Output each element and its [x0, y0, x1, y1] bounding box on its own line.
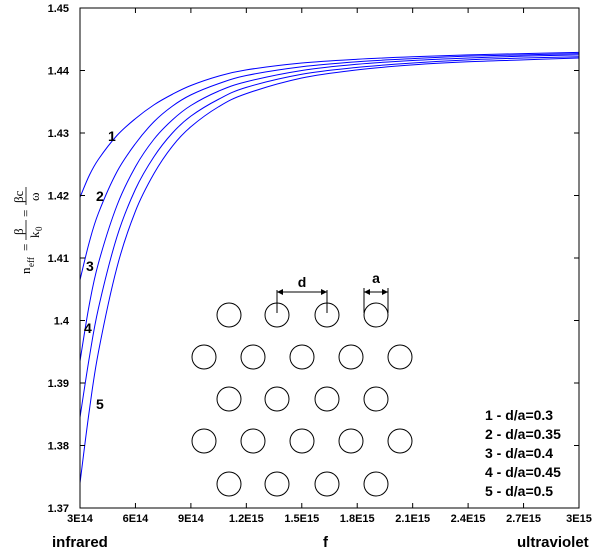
x-tick-label: 2.7E15 [506, 513, 541, 525]
ylabel-eq1: = [18, 244, 33, 251]
lattice-hole [240, 428, 266, 454]
curve-labels: 1 2 3 4 5 [84, 128, 116, 412]
curve-label-1: 1 [108, 128, 116, 144]
lattice-hole [314, 471, 340, 497]
y-tick-label: 1.42 [48, 191, 69, 203]
dim-a-arrow-right [382, 289, 388, 295]
lattice-hole [338, 344, 364, 370]
lattice-hole [191, 428, 217, 454]
lattice-hole [387, 428, 413, 454]
x-tick-label: 1.8E15 [340, 513, 375, 525]
y-tick-label: 1.37 [48, 503, 69, 515]
lattice-hole [289, 428, 315, 454]
x-right-label: ultraviolet [517, 534, 589, 551]
lattice-hole [264, 386, 290, 412]
x-tick-label: 3E14 [67, 513, 94, 525]
curve-label-5: 5 [96, 396, 104, 412]
ylabel-n: n [18, 267, 33, 274]
dim-d-arrow-left [277, 289, 283, 295]
ylabel-n-sub: eff [26, 257, 36, 267]
y-tick-label: 1.4 [54, 316, 70, 328]
lattice-hole [240, 344, 266, 370]
legend-entry-5: 5 - d/a=0.5 [485, 483, 553, 499]
y-tick-label: 1.43 [48, 128, 69, 140]
x-tick-label: 1.5E15 [284, 513, 319, 525]
lattice-hole [314, 386, 340, 412]
series-line-4 [79, 56, 580, 418]
series-line-5 [79, 57, 580, 484]
x-left-label: infrared [52, 534, 108, 551]
dim-d-arrow-right [321, 289, 327, 295]
lattice-hole [216, 386, 242, 412]
lattice-hole [363, 302, 389, 328]
series-group [79, 51, 580, 484]
x-tick-label: 1.2E15 [229, 513, 264, 525]
ylabel-omega: ω [27, 192, 42, 201]
ylabel-beta: β [11, 228, 26, 235]
curve-label-3: 3 [86, 258, 94, 274]
ylabel-betac: βc [11, 190, 26, 203]
series-line-3 [79, 54, 580, 362]
lattice-hole [216, 302, 242, 328]
y-axis-ticks: 1.37 1.38 1.39 1.4 1.41 1.42 1.43 1.44 1.45 [48, 3, 579, 515]
lattice-hole [363, 386, 389, 412]
series-line-2 [79, 53, 580, 280]
curve-label-4: 4 [84, 320, 92, 336]
legend-entry-1: 1 - d/a=0.3 [485, 407, 553, 423]
lattice-hole [216, 471, 242, 497]
dim-a-label: a [372, 270, 380, 286]
dim-a-arrow-left [364, 289, 370, 295]
y-tick-label: 1.44 [48, 66, 70, 78]
series-line-1 [79, 51, 580, 198]
y-axis-label: n eff = β k 0 = βc ω [11, 187, 44, 274]
ylabel-k-sub: 0 [34, 226, 44, 231]
lattice-hole [264, 471, 290, 497]
lattice-hole [387, 344, 413, 370]
lattice-hole [338, 428, 364, 454]
legend-entry-2: 2 - d/a=0.35 [485, 426, 561, 442]
x-tick-label: 9E14 [178, 513, 205, 525]
x-tick-label: 2.4E15 [451, 513, 486, 525]
dim-d-label: d [298, 274, 307, 290]
lattice-hole [289, 344, 315, 370]
x-axis-ticks: 3E14 6E14 9E14 1.2E15 1.5E15 1.8E15 2.1E15 2.4E… [67, 8, 592, 525]
x-axis-label: f [323, 534, 329, 551]
ylabel-k: k [27, 231, 42, 238]
legend: 1 - d/a=0.3 2 - d/a=0.35 3 - d/a=0.4 4 - d/… [485, 407, 561, 499]
y-tick-label: 1.38 [48, 441, 69, 453]
x-tick-label: 3E15 [566, 513, 592, 525]
lattice-hole [363, 471, 389, 497]
x-tick-label: 6E14 [123, 513, 150, 525]
curve-label-2: 2 [96, 188, 104, 204]
legend-entry-3: 3 - d/a=0.4 [485, 445, 553, 461]
lattice-hole [191, 344, 217, 370]
legend-entry-4: 4 - d/a=0.45 [485, 464, 561, 480]
ylabel-eq2: = [18, 210, 33, 217]
y-tick-label: 1.41 [48, 253, 69, 265]
x-tick-label: 2.1E15 [395, 513, 430, 525]
y-tick-label: 1.39 [48, 378, 69, 390]
y-tick-label: 1.45 [48, 3, 69, 15]
